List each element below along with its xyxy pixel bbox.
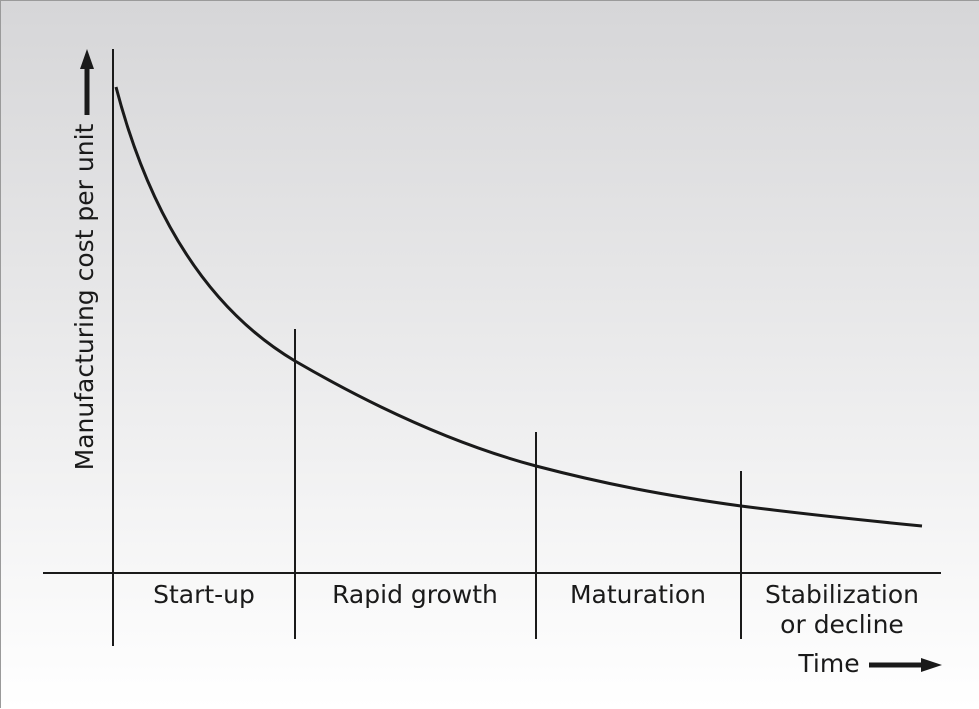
y-axis-arrow-head-icon	[80, 49, 94, 69]
stage-label-startup: Start-up	[153, 580, 255, 609]
y-axis-label: Manufacturing cost per unit	[70, 123, 99, 470]
cost-curve	[114, 86, 923, 528]
stage-label-stabilization-line2: or decline	[780, 610, 904, 639]
stage-label-maturation: Maturation	[570, 580, 706, 609]
x-axis-arrow-head-icon	[921, 658, 942, 672]
stage-label-rapid-growth: Rapid growth	[332, 580, 498, 609]
stage-label-stabilization-line1: Stabilization	[765, 580, 919, 609]
x-axis-label: Time	[797, 649, 859, 678]
